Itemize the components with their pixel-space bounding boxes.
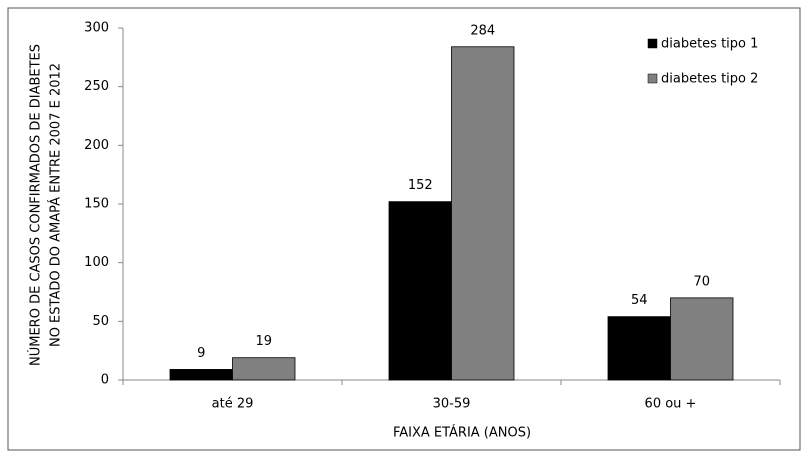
y-axis-label: NO ESTADO DO AMAPÁ ENTRE 2007 E 2012: [48, 63, 64, 347]
legend-swatch: [647, 73, 658, 84]
x-axis-label: FAIXA ETÁRIA (ANOS): [393, 425, 531, 441]
bar: [670, 297, 734, 381]
y-tick-label: 0: [101, 373, 109, 388]
y-tick-label: 150: [84, 197, 109, 212]
data-label: 9: [197, 346, 205, 361]
y-tick-label: 200: [84, 138, 109, 153]
legend-label: diabetes tipo 2: [661, 72, 758, 87]
y-axis-label: NÚMERO DE CASOS CONFIRMADOS DE DIABETES: [28, 44, 44, 366]
bar: [451, 46, 515, 381]
data-label: 54: [631, 293, 648, 308]
data-label: 152: [408, 178, 433, 193]
data-label: 19: [255, 334, 272, 349]
x-tick-label: 60 ou +: [645, 397, 697, 412]
x-tick-label: 30-59: [433, 397, 471, 412]
legend-label: diabetes tipo 1: [661, 37, 758, 52]
bar: [169, 369, 233, 381]
bar: [607, 316, 671, 381]
data-label: 284: [470, 23, 495, 38]
bar: [388, 201, 452, 381]
data-label: 70: [693, 274, 710, 289]
y-tick-label: 300: [84, 21, 109, 36]
legend-swatch: [647, 38, 658, 49]
y-tick-label: 100: [84, 255, 109, 270]
bar: [232, 357, 296, 381]
x-tick-label: até 29: [212, 397, 254, 412]
y-tick-label: 250: [84, 79, 109, 94]
y-tick-label: 50: [92, 314, 109, 329]
